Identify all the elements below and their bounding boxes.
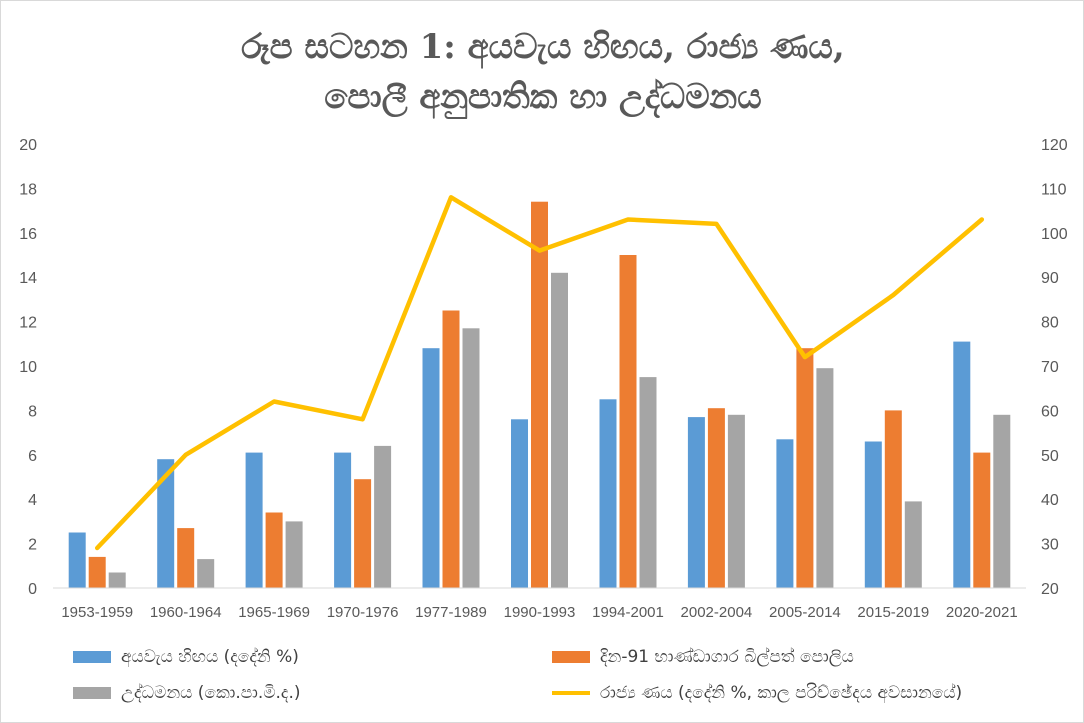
- legend-budget-deficit: අයවැය හිඟය (දදේනි %): [73, 647, 299, 667]
- bar-s1-1960-1964: [177, 528, 195, 588]
- x-tick-label: 1990-1993: [504, 604, 576, 621]
- bar-s0-1990-1993: [511, 419, 528, 588]
- y-left-tick-label: 0: [28, 581, 37, 598]
- bar-s2-2005-2014: [816, 368, 834, 588]
- y-left-tick-label: 2: [28, 537, 37, 554]
- bar-s1-2015-2019: [884, 410, 902, 588]
- x-tick-label: 2020-2021: [946, 604, 1018, 621]
- bar-s2-1953-1959: [108, 572, 126, 588]
- bar-s2-1965-1969: [285, 521, 303, 588]
- legend-label-inflation: උද්ධමනය (කො.පා.මි.ද.): [121, 683, 301, 703]
- x-tick-label: 2002-2004: [681, 604, 753, 621]
- y-left-tick-label: 18: [19, 181, 37, 198]
- y-left-tick-label: 4: [28, 492, 37, 509]
- x-tick-label: 2015-2019: [857, 604, 929, 621]
- legend-swatch-public-debt: [552, 691, 590, 695]
- bar-s2-1990-1993: [551, 272, 568, 588]
- y-right-tick-label: 100: [1041, 226, 1068, 243]
- x-tick-label: 1965-1969: [238, 604, 310, 621]
- bar-s2-2002-2004: [727, 414, 745, 588]
- bar-s2-1960-1964: [197, 559, 215, 588]
- y-left-tick-label: 12: [19, 315, 37, 332]
- bar-s1-1994-2001: [619, 255, 637, 588]
- y-right-tick-label: 60: [1041, 403, 1059, 420]
- x-tick-label: 1953-1959: [61, 604, 133, 621]
- chart-title-line-1: රූප සටහන 1: අයවැය හිඟය, රාජ්‍ය ණය,: [241, 27, 845, 67]
- bar-s1-1970-1976: [354, 479, 372, 588]
- y-right-tick-label: 80: [1041, 315, 1059, 332]
- bar-s1-2020-2021: [973, 452, 991, 588]
- bar-s1-2002-2004: [707, 408, 725, 588]
- x-tick-label: 1960-1964: [150, 604, 222, 621]
- bar-s2-1994-2001: [639, 377, 657, 588]
- bar-s0-1965-1969: [245, 452, 263, 588]
- y-right-tick-label: 90: [1041, 270, 1059, 287]
- x-tick-label: 1970-1976: [327, 604, 399, 621]
- y-right-tick-label: 110: [1041, 181, 1067, 198]
- legend-public-debt: රාජ්‍ය ණය (දදේනි %, කාල පරිච්ඡේදය අවසානය…: [552, 683, 962, 703]
- y-right-tick-label: 120: [1041, 137, 1068, 154]
- bar-s1-1977-1989: [442, 310, 460, 588]
- bar-s0-2005-2014: [776, 439, 794, 588]
- bar-s1-2005-2014: [796, 348, 814, 588]
- legend-label-public-debt: රාජ්‍ය ණය (දදේනි %, කාල පරිච්ඡේදය අවසානය…: [600, 683, 963, 703]
- bar-s0-1953-1959: [68, 532, 86, 588]
- legend-swatch-inflation: [73, 687, 111, 699]
- y-left-tick-label: 14: [19, 270, 37, 287]
- legend-swatch-budget-deficit: [73, 651, 111, 663]
- y-right-tick-label: 30: [1041, 537, 1059, 554]
- y-left-tick-label: 6: [28, 448, 37, 465]
- y-left-tick-label: 8: [28, 403, 37, 420]
- bar-s2-1977-1989: [462, 328, 480, 588]
- y-right-tick-label: 20: [1041, 581, 1059, 598]
- legend-inflation: උද්ධමනය (කො.පා.මි.ද.): [73, 683, 301, 703]
- legend-label-tbill-rate: දින-91 භාණ්ඩාගාර බිල්පත් පොලිය: [600, 647, 854, 667]
- bar-s0-1960-1964: [157, 459, 175, 588]
- y-right-tick-label: 50: [1041, 448, 1059, 465]
- y-left-tick-label: 10: [19, 359, 37, 376]
- y-right-tick-label: 70: [1041, 359, 1059, 376]
- bar-s2-1970-1976: [374, 445, 392, 588]
- chart-title-line-2: පොලී අනුපාතික හා උද්ධමනය: [324, 77, 762, 117]
- bar-s1-1990-1993: [531, 201, 548, 588]
- bar-s0-1994-2001: [599, 399, 617, 588]
- bar-s2-2020-2021: [993, 414, 1011, 588]
- bar-s2-2015-2019: [904, 501, 922, 588]
- legend-tbill-rate: දින-91 භාණ්ඩාගාර බිල්පත් පොලිය: [552, 647, 854, 667]
- chart-plot: 0 2 4 6 8 10 12 14 16 18 20 20 30 40 50 60 70 80 90 100 110 1…: [19, 137, 1068, 621]
- legend-label-budget-deficit: අයවැය හිඟය (දදේනි %): [121, 647, 299, 667]
- bar-s0-1977-1989: [422, 348, 440, 588]
- x-tick-label: 2005-2014: [769, 604, 841, 621]
- y-left-tick-label: 20: [19, 137, 37, 154]
- legend-swatch-tbill-rate: [552, 651, 590, 663]
- bar-s1-1953-1959: [88, 556, 106, 588]
- line-series-public-debt: [94, 195, 985, 551]
- bar-s0-2015-2019: [864, 441, 882, 588]
- y-left-tick-label: 16: [19, 226, 37, 243]
- bar-s1-1965-1969: [265, 512, 283, 588]
- y-right-tick-label: 40: [1041, 492, 1059, 509]
- bar-s0-2020-2021: [953, 341, 971, 588]
- x-tick-label: 1994-2001: [592, 604, 664, 621]
- bar-s0-1970-1976: [334, 452, 352, 588]
- x-tick-label: 1977-1989: [415, 604, 487, 621]
- bar-s0-2002-2004: [687, 417, 705, 588]
